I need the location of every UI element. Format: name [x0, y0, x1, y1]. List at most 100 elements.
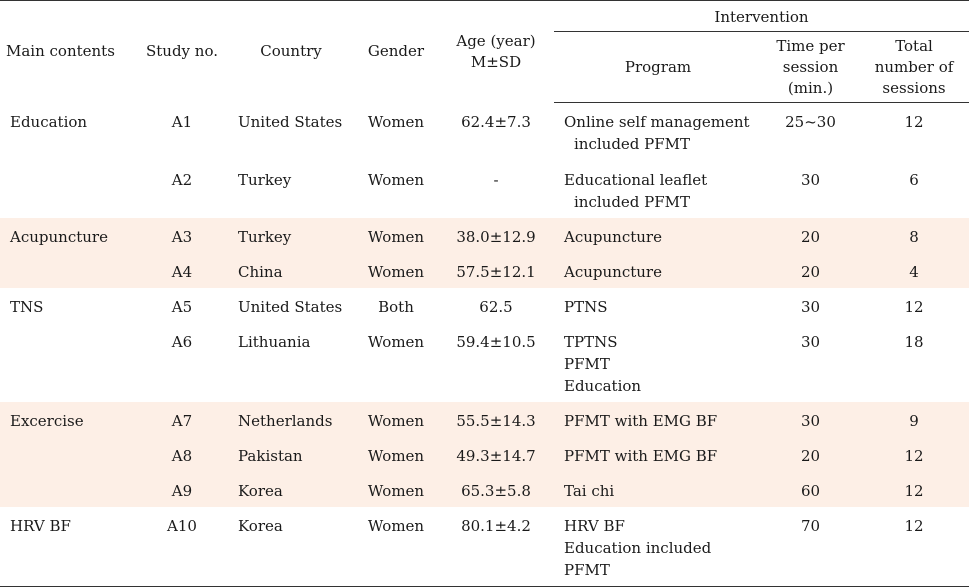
cell-program: Tai chi	[554, 471, 762, 507]
cell-main-contents: Excercise	[0, 401, 136, 437]
program-line: included PFMT	[574, 135, 691, 153]
header-main-contents: Main contents	[6, 42, 115, 61]
cell-main-contents	[0, 436, 136, 472]
cell-main-contents	[0, 471, 136, 507]
table-row: Acupuncture A3 Turkey Women 38.0±12.9 Ac…	[0, 217, 969, 253]
header-total-line1: Total	[895, 36, 933, 55]
cell-gender: Women	[367, 112, 425, 131]
cell-age: 80.1±4.2	[438, 506, 554, 587]
header-time-line2: session	[782, 57, 839, 76]
cell-time: 30	[800, 332, 821, 351]
cell-time: 25~30	[785, 113, 836, 131]
cell-study-no: A4	[136, 252, 228, 288]
header-country: Country	[260, 42, 322, 61]
table-row: Education A1 United States Women 62.4±7.…	[0, 103, 969, 161]
cell-program: HRV BF Education included PFMT	[554, 506, 762, 587]
cell-study-no: A6	[171, 332, 193, 351]
table-row: A2 Turkey Women - Educational leaflet in…	[0, 161, 969, 218]
cell-program: PTNS	[564, 297, 608, 316]
cell-program: TPTNS PFMT Education	[554, 323, 762, 402]
header-age-line2: M±SD	[470, 52, 522, 71]
cell-study-no: A3	[136, 217, 228, 253]
cell-time: 30	[800, 297, 821, 316]
cell-study-no: A9	[136, 471, 228, 507]
cell-study-no: A1	[171, 112, 193, 131]
cell-main-contents: Education	[10, 112, 88, 131]
cell-time: 60	[762, 471, 859, 507]
cell-study-no: A7	[136, 401, 228, 437]
cell-total: 4	[859, 252, 969, 288]
header-study-no: Study no.	[145, 42, 218, 61]
cell-main-contents	[0, 252, 136, 288]
cell-country: United States	[238, 297, 343, 316]
cell-country: Korea	[228, 506, 354, 587]
cell-total: 8	[859, 217, 969, 253]
cell-gender: Both	[378, 297, 414, 316]
program-line: Online self management	[564, 113, 750, 131]
cell-time: 20	[762, 252, 859, 288]
cell-country: Lithuania	[238, 332, 311, 351]
cell-gender: Women	[354, 506, 438, 587]
header-gender: Gender	[367, 42, 425, 61]
table-row: Excercise A7 Netherlands Women 55.5±14.3…	[0, 401, 969, 437]
table-header: Main contents Study no. Country Gender A…	[0, 0, 969, 103]
program-line: Education	[564, 376, 642, 395]
cell-study-no: A5	[171, 297, 193, 316]
table-row: HRV BF A10 Korea Women 80.1±4.2 HRV BF E…	[0, 506, 969, 587]
cell-gender: Women	[354, 401, 438, 437]
header-total-line3: sessions	[882, 78, 946, 97]
cell-study-no: A10	[136, 506, 228, 587]
program-line: Education included PFMT	[564, 538, 712, 579]
cell-age: 55.5±14.3	[438, 401, 554, 437]
cell-country: Turkey	[238, 170, 292, 189]
header-time-line3: (min.)	[787, 78, 834, 97]
cell-study-no: A2	[171, 170, 193, 189]
cell-country: Korea	[228, 471, 354, 507]
cell-age: 49.3±14.7	[438, 436, 554, 472]
cell-study-no: A8	[136, 436, 228, 472]
cell-age: 62.4±7.3	[461, 112, 531, 131]
cell-country: Pakistan	[228, 436, 354, 472]
cell-time: 20	[762, 217, 859, 253]
header-time-line1: Time per	[776, 36, 845, 55]
cell-total: 12	[859, 471, 969, 507]
cell-program: Online self management included PFMT	[554, 103, 762, 161]
cell-gender: Women	[354, 436, 438, 472]
program-line: HRV BF	[564, 516, 625, 535]
table-row: TNS A5 United States Both 62.5 PTNS 30 1…	[0, 288, 969, 323]
cell-time: 70	[762, 506, 859, 587]
program-line: included PFMT	[574, 192, 691, 211]
cell-total: 12	[859, 506, 969, 587]
cell-gender: Women	[354, 471, 438, 507]
header-program: Program	[554, 31, 762, 103]
cell-main-contents	[0, 323, 136, 402]
header-intervention: Intervention	[554, 0, 969, 32]
cell-country: United States	[238, 112, 343, 131]
table-row: A9 Korea Women 65.3±5.8 Tai chi 60 12	[0, 471, 969, 507]
cell-time: 30	[762, 401, 859, 437]
cell-age: 59.4±10.5	[456, 332, 536, 351]
cell-age: 62.5	[479, 297, 513, 316]
header-age-line1: Age (year)	[456, 31, 536, 50]
cell-time: 30	[800, 170, 821, 189]
program-line: PFMT	[564, 354, 610, 373]
cell-age: 57.5±12.1	[438, 252, 554, 288]
cell-gender: Women	[354, 252, 438, 288]
cell-program: Educational leaflet included PFMT	[554, 161, 762, 218]
cell-country: China	[228, 252, 354, 288]
cell-program: PFMT with EMG BF	[554, 401, 762, 437]
cell-age: -	[493, 170, 499, 189]
cell-program: PFMT with EMG BF	[554, 436, 762, 472]
program-line: TPTNS	[564, 332, 618, 351]
table-row: A8 Pakistan Women 49.3±14.7 PFMT with EM…	[0, 436, 969, 472]
cell-total: 18	[904, 332, 924, 351]
cell-age: 65.3±5.8	[438, 471, 554, 507]
header-total-line2: number of	[874, 57, 954, 76]
cell-country: Netherlands	[228, 401, 354, 437]
cell-main-contents: HRV BF	[0, 506, 136, 587]
cell-total: 6	[909, 170, 919, 189]
cell-gender: Women	[367, 170, 425, 189]
cell-main-contents: Acupuncture	[0, 217, 136, 253]
